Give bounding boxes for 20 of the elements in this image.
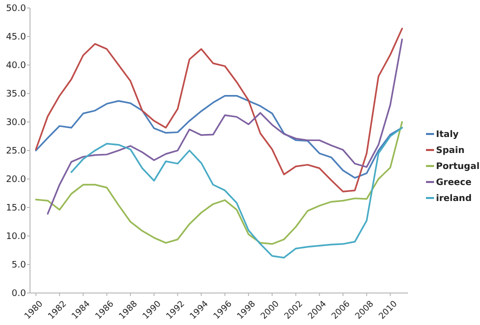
y-tick-label: 5.0 — [12, 260, 26, 271]
line-series — [70, 126, 403, 258]
y-tick-label: 10.0 — [6, 232, 26, 242]
line-series — [35, 121, 403, 245]
legend-label: Spain — [436, 146, 464, 156]
y-tick-label: 15.0 — [6, 204, 26, 214]
y-tick-label: 30.0 — [6, 118, 26, 128]
line-series — [46, 38, 403, 215]
y-tick-label: 40.0 — [6, 61, 26, 72]
y-tick-label: 20.0 — [6, 175, 26, 186]
y-tick-label: 35.0 — [6, 90, 26, 100]
legend-label: Italy — [436, 130, 459, 140]
legend-label: Portugal — [436, 162, 480, 172]
legend-label: ireland — [436, 194, 472, 204]
y-tick-label: 0.0 — [12, 289, 26, 300]
y-tick-label: 25.0 — [6, 146, 26, 157]
y-tick-label: 45.0 — [6, 32, 26, 43]
line-series — [35, 28, 403, 192]
y-tick-label: 50.0 — [6, 4, 26, 14]
legend-label: Greece — [436, 178, 472, 188]
